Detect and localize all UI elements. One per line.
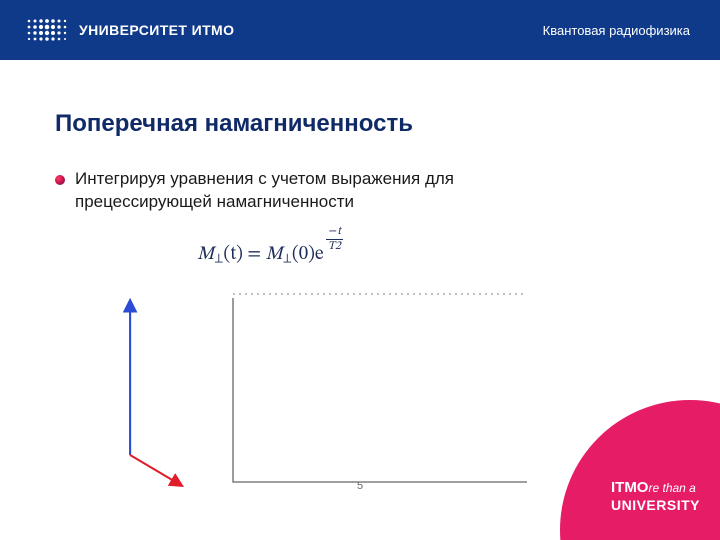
corner-disc xyxy=(560,400,720,540)
formula-exp-den: T2 xyxy=(326,240,343,253)
bullet-icon xyxy=(55,175,65,185)
formula-lhs-M: M xyxy=(197,245,214,264)
formula-lhs-sub: ⊥ xyxy=(214,253,223,266)
axes-diagram xyxy=(87,295,217,495)
slide-title: Поперечная намагниченность xyxy=(55,110,720,138)
brand: УНИВЕРСИТЕТ ИТМО xyxy=(25,17,234,43)
formula-rhs-M: M xyxy=(266,245,283,264)
formula-exp-num: t xyxy=(337,225,341,237)
formula-lhs-arg: (t) xyxy=(223,245,243,264)
corner-text: ITMOre than a UNIVERSITY xyxy=(611,479,700,514)
content-block: Интегрируя уравнения с учетом выражения … xyxy=(55,168,485,268)
bullet-text: Интегрируя уравнения с учетом выражения … xyxy=(75,168,485,214)
corner-line2: UNIVERSITY xyxy=(611,497,700,514)
formula-eq: = xyxy=(243,245,266,264)
brand-name: УНИВЕРСИТЕТ ИТМО xyxy=(79,22,234,38)
bullet-item: Интегрируя уравнения с учетом выражения … xyxy=(55,168,485,214)
formula: M⊥(t) = M⊥(0)e−tT2 xyxy=(55,226,485,268)
page-number: 5 xyxy=(357,480,363,492)
formula-exponent: −t T2 xyxy=(326,226,343,253)
header-bar: УНИВЕРСИТЕТ ИТМО Квантовая радиофизика xyxy=(0,0,720,60)
graph-axes-frame xyxy=(233,298,527,482)
formula-exp-sign: − xyxy=(328,225,336,237)
course-label: Квантовая радиофизика xyxy=(543,23,690,38)
axis-arrow-diagonal xyxy=(130,455,181,485)
formula-rhs-arg: (0)e xyxy=(292,245,324,264)
itmo-dots-logo xyxy=(25,17,67,43)
formula-rhs-sub: ⊥ xyxy=(283,253,292,266)
graph-frame xyxy=(225,290,535,490)
corner-line1-strong: ITMO xyxy=(611,479,649,496)
corner-badge: ITMOre than a UNIVERSITY xyxy=(540,400,720,540)
corner-line1-thin: re than a xyxy=(648,481,695,495)
